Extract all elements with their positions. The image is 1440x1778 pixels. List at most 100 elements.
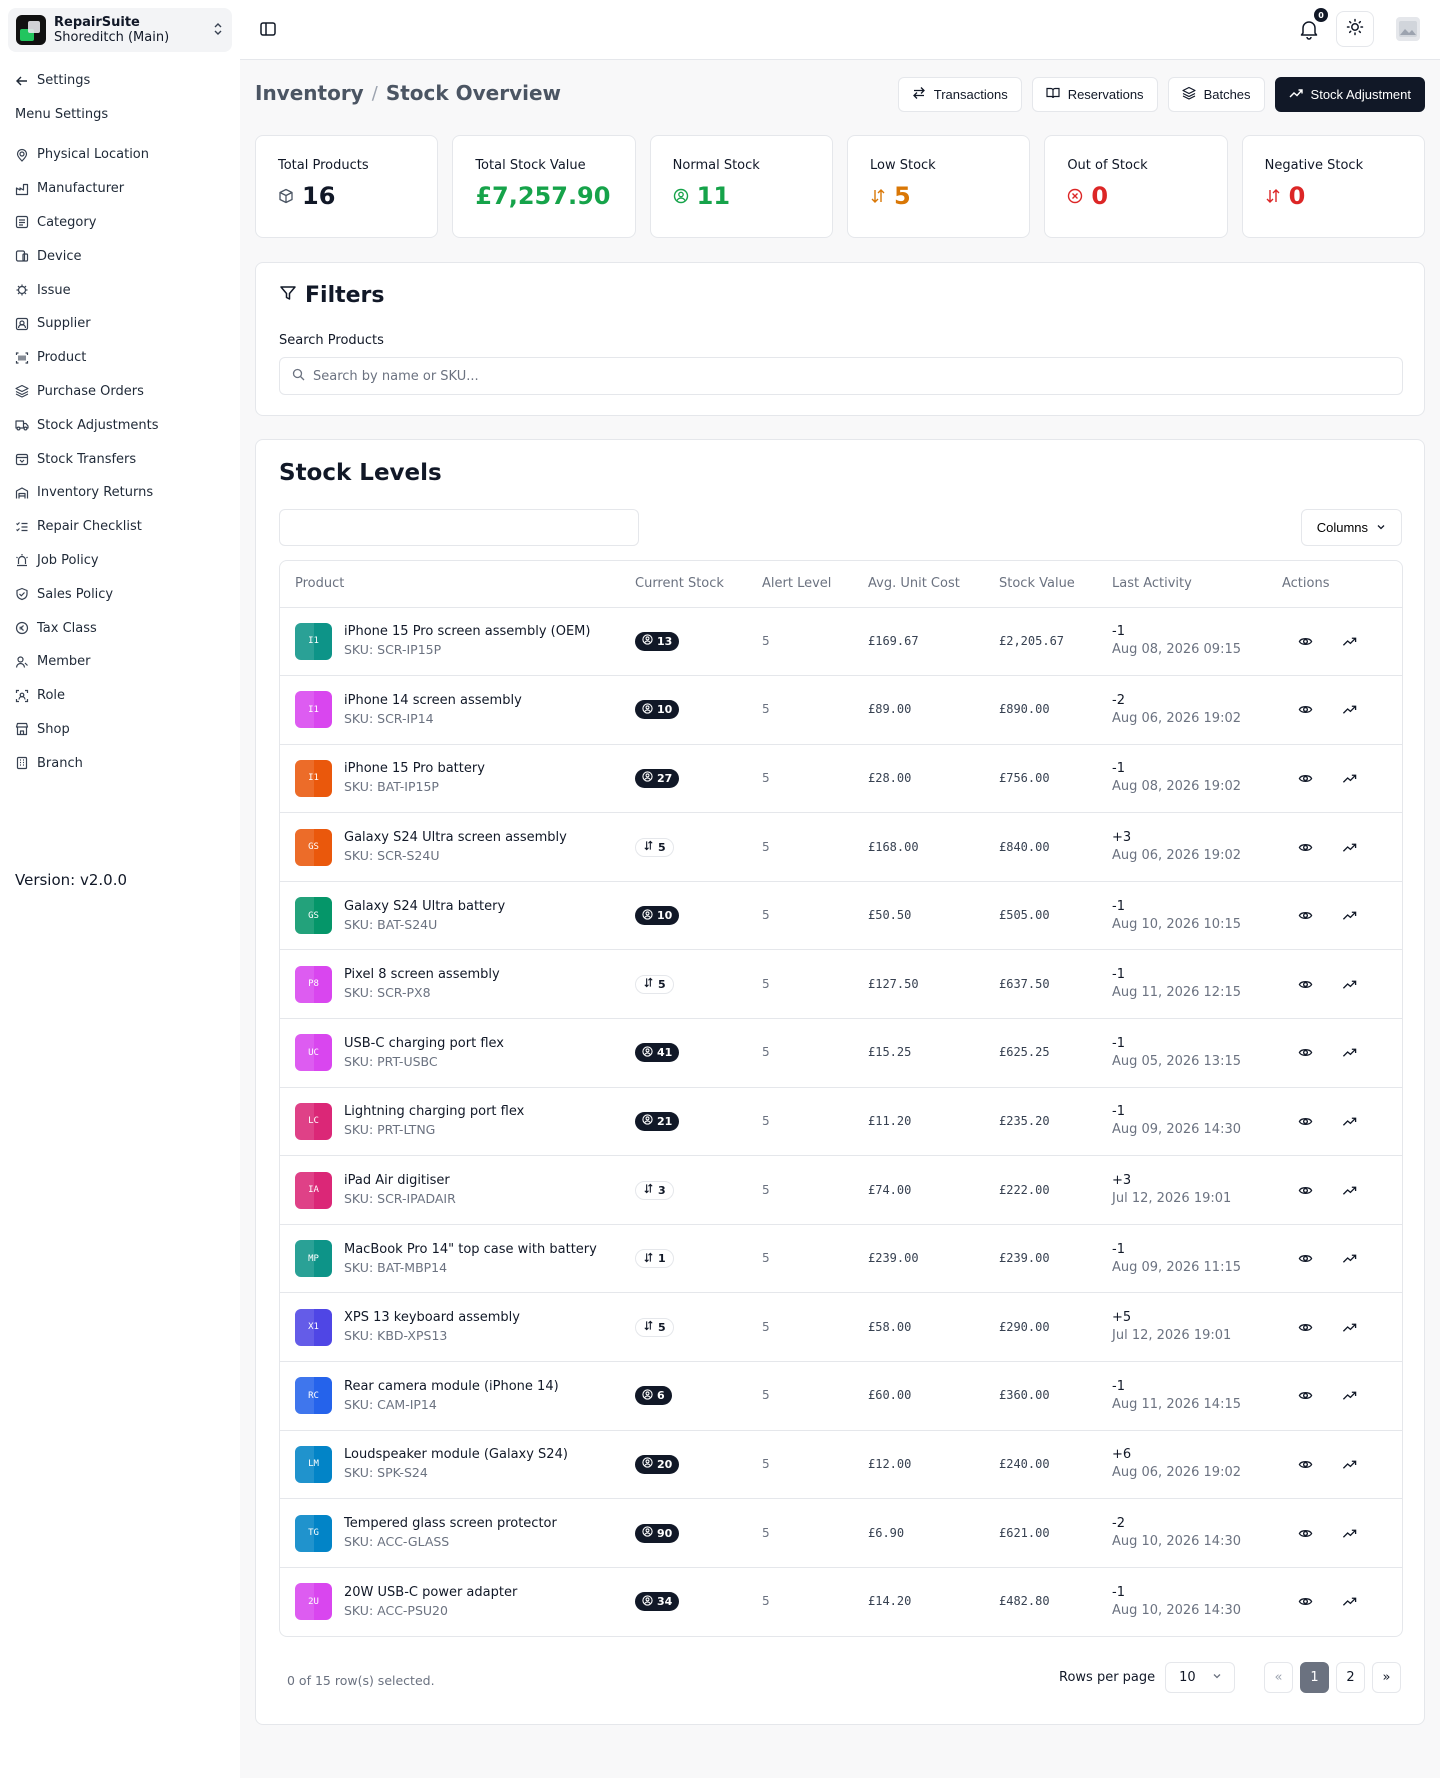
chevron-down-icon bbox=[1376, 520, 1386, 535]
product-cell: RC Rear camera module (iPhone 14) SKU: CAM… bbox=[295, 1377, 635, 1415]
trending-up-icon[interactable] bbox=[1338, 699, 1360, 721]
table-filter-input[interactable] bbox=[279, 509, 639, 546]
trending-up-icon[interactable] bbox=[1338, 1316, 1360, 1338]
eye-icon[interactable] bbox=[1294, 699, 1316, 721]
header-last-activity[interactable]: Last Activity bbox=[1112, 561, 1282, 608]
rows-per-page-select[interactable]: 10 bbox=[1165, 1662, 1236, 1693]
eye-icon[interactable] bbox=[1294, 1522, 1316, 1544]
sidebar-item-sales-policy[interactable]: Sales Policy bbox=[15, 577, 230, 611]
trending-up-icon[interactable] bbox=[1338, 1179, 1360, 1201]
last-activity-delta: -2 bbox=[1112, 692, 1125, 708]
eye-icon[interactable] bbox=[1294, 767, 1316, 789]
batches-button[interactable]: Batches bbox=[1167, 77, 1265, 112]
transactions-button[interactable]: Transactions bbox=[897, 77, 1022, 112]
sidebar-item-branch[interactable]: Branch bbox=[15, 746, 230, 780]
theme-toggle-button[interactable] bbox=[1336, 11, 1374, 47]
sidebar-item-manufacturer[interactable]: Manufacturer bbox=[15, 172, 230, 206]
eye-icon[interactable] bbox=[1294, 1110, 1316, 1132]
header-stock-value[interactable]: Stock Value bbox=[999, 561, 1112, 608]
product-name: 20W USB-C power adapter bbox=[344, 1584, 518, 1600]
header-alert-level[interactable]: Alert Level bbox=[762, 561, 868, 608]
book-open-icon bbox=[1046, 86, 1060, 103]
sidebar-item-role[interactable]: Role bbox=[15, 679, 230, 713]
trending-up-icon[interactable] bbox=[1338, 1042, 1360, 1064]
stat-value: 16 bbox=[302, 182, 336, 210]
eye-icon[interactable] bbox=[1294, 1179, 1316, 1201]
shop-switcher[interactable]: RepairSuite Shoreditch (Main) bbox=[8, 8, 232, 52]
sidebar-item-device[interactable]: Device bbox=[15, 239, 230, 273]
trending-up-icon[interactable] bbox=[1338, 1248, 1360, 1270]
page-button-2[interactable]: 2 bbox=[1336, 1662, 1365, 1693]
sidebar-item-issue[interactable]: Issue bbox=[15, 273, 230, 307]
alert-level-value: 5 bbox=[762, 702, 770, 717]
eye-icon[interactable] bbox=[1294, 630, 1316, 652]
trending-up-icon[interactable] bbox=[1338, 905, 1360, 927]
product-sku: SKU: SCR-S24U bbox=[344, 848, 440, 864]
trending-up-icon[interactable] bbox=[1338, 1591, 1360, 1613]
trending-up-icon[interactable] bbox=[1338, 973, 1360, 995]
eye-icon[interactable] bbox=[1294, 1453, 1316, 1475]
product-sku: SKU: ACC-GLASS bbox=[344, 1534, 450, 1550]
sidebar-item-member[interactable]: Member bbox=[15, 645, 230, 679]
breadcrumb-inventory[interactable]: Inventory bbox=[255, 81, 364, 105]
arrow-up-down-icon bbox=[643, 977, 654, 991]
stock-status-badge: 90 bbox=[635, 1523, 680, 1543]
header-product[interactable]: Product bbox=[280, 561, 635, 608]
trending-up-icon[interactable] bbox=[1338, 1385, 1360, 1407]
sidebar-item-stock-transfers[interactable]: Stock Transfers bbox=[15, 442, 230, 476]
trending-up-icon[interactable] bbox=[1338, 836, 1360, 858]
eye-icon[interactable] bbox=[1294, 973, 1316, 995]
sidebar-item-purchase-orders[interactable]: Purchase Orders bbox=[15, 375, 230, 409]
header-current-stock[interactable]: Current Stock bbox=[635, 561, 762, 608]
trending-up-icon[interactable] bbox=[1338, 767, 1360, 789]
sidebar-item-physical-location[interactable]: Physical Location bbox=[15, 138, 230, 172]
eye-icon[interactable] bbox=[1294, 1591, 1316, 1613]
eye-icon[interactable] bbox=[1294, 1316, 1316, 1338]
user-avatar[interactable] bbox=[1396, 17, 1420, 41]
current-stock-value: 10 bbox=[657, 909, 673, 923]
columns-button[interactable]: Columns bbox=[1300, 509, 1402, 546]
eye-icon[interactable] bbox=[1294, 1385, 1316, 1407]
sidebar-item-stock-adjustments[interactable]: Stock Adjustments bbox=[15, 408, 230, 442]
normal-stock-card: Normal Stock 11 bbox=[649, 135, 833, 238]
product-cell: GS Galaxy S24 Ultra screen assembly SKU: S… bbox=[295, 828, 635, 866]
arrow-up-down-icon bbox=[643, 840, 654, 854]
table-row: GS Galaxy S24 Ultra screen assembly SKU: S… bbox=[280, 812, 1402, 882]
sidebar-item-supplier[interactable]: Supplier bbox=[15, 307, 230, 341]
header-avg-unit-cost[interactable]: Avg. Unit Cost bbox=[868, 561, 999, 608]
trending-up-icon[interactable] bbox=[1338, 1453, 1360, 1475]
search-field[interactable] bbox=[279, 357, 1403, 395]
product-thumbnail: IA bbox=[295, 1171, 332, 1209]
reservations-button[interactable]: Reservations bbox=[1031, 77, 1158, 112]
product-abbr: GS bbox=[308, 842, 319, 853]
avg-unit-cost-value: £15.25 bbox=[868, 1045, 912, 1060]
back-to-settings-link[interactable]: Settings bbox=[15, 73, 90, 88]
sidebar-item-category[interactable]: Category bbox=[15, 206, 230, 240]
sidebar-item-job-policy[interactable]: Job Policy bbox=[15, 544, 230, 578]
product-abbr: UC bbox=[308, 1047, 319, 1058]
sidebar-item-tax-class[interactable]: Tax Class bbox=[15, 611, 230, 645]
first-page-button[interactable]: « bbox=[1264, 1662, 1293, 1693]
bell-icon[interactable] bbox=[1298, 18, 1320, 40]
sidebar-item-repair-checklist[interactable]: Repair Checklist bbox=[15, 510, 230, 544]
sidebar-item-shop[interactable]: Shop bbox=[15, 713, 230, 747]
product-sku: SKU: SCR-IPADAIR bbox=[344, 1191, 456, 1207]
search-input[interactable] bbox=[313, 368, 1390, 384]
trending-up-icon[interactable] bbox=[1338, 630, 1360, 652]
trending-up-icon[interactable] bbox=[1338, 1522, 1360, 1544]
sidebar-item-product[interactable]: Product bbox=[15, 341, 230, 375]
product-abbr: I1 bbox=[308, 773, 319, 784]
page-button-1[interactable]: 1 bbox=[1300, 1662, 1329, 1693]
stock-adjustment-button[interactable]: Stock Adjustment bbox=[1274, 77, 1425, 112]
sidebar-toggle-icon[interactable] bbox=[259, 20, 277, 38]
eye-icon[interactable] bbox=[1294, 1248, 1316, 1270]
sidebar-item-inventory-returns[interactable]: Inventory Returns bbox=[15, 476, 230, 510]
eye-icon[interactable] bbox=[1294, 836, 1316, 858]
total-stock-value-card: Total Stock Value £7,257.90 bbox=[452, 135, 636, 238]
avg-unit-cost-value: £74.00 bbox=[868, 1182, 912, 1197]
trending-up-icon[interactable] bbox=[1338, 1110, 1360, 1132]
eye-icon[interactable] bbox=[1294, 1042, 1316, 1064]
eye-icon[interactable] bbox=[1294, 905, 1316, 927]
last-page-button[interactable]: » bbox=[1372, 1662, 1401, 1693]
last-activity-time: Aug 10, 2026 10:15 bbox=[1112, 916, 1242, 932]
